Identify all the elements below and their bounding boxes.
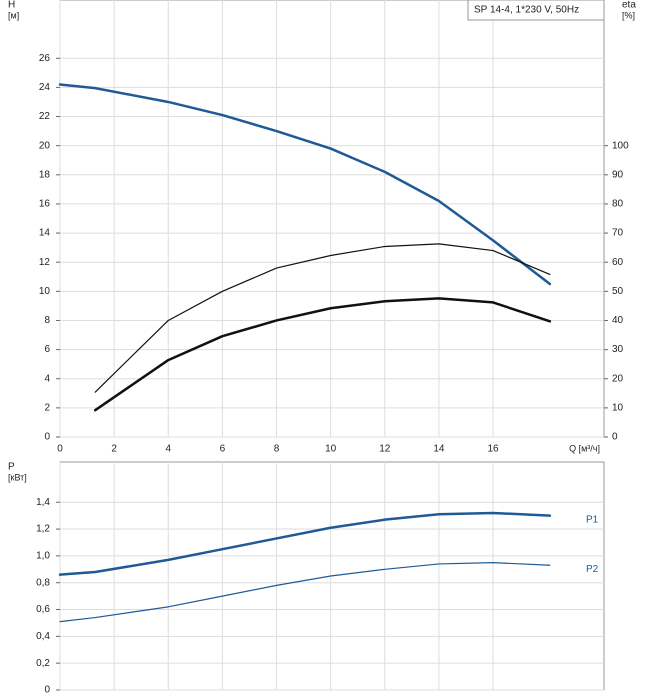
y2-tick-label: 80 (612, 199, 624, 210)
y-tick-label: 6 (44, 344, 50, 355)
y2-tick-label: 40 (612, 315, 624, 326)
x-tick-label: 12 (379, 444, 391, 455)
y-tick-label: 18 (39, 169, 51, 180)
y-tick-label: 20 (39, 140, 51, 151)
series-line (58, 511, 552, 576)
y-tick-label: 0 (44, 685, 50, 696)
y2-tick-label: 70 (612, 228, 624, 239)
y-tick-label: 0 (44, 432, 50, 443)
y-tick-label: 26 (39, 53, 51, 64)
y-tick-label: 14 (39, 228, 51, 239)
x-tick-label: 2 (111, 444, 117, 455)
y-tick-label: 4 (44, 373, 50, 384)
y2-tick-label: 30 (612, 344, 624, 355)
y-axis-label: P (8, 462, 15, 473)
y-tick-label: 0,6 (36, 604, 50, 615)
x-axis-label: Q [м³/ч] (569, 443, 600, 453)
series-line (59, 561, 551, 623)
y-tick-label: 8 (44, 315, 50, 326)
series-label: P1 (586, 514, 599, 525)
x-tick-label: 8 (274, 444, 280, 455)
y2-tick-label: 10 (612, 403, 624, 414)
x-tick-label: 0 (57, 444, 63, 455)
y-tick-label: 2 (44, 403, 50, 414)
y2-tick-label: 100 (612, 140, 629, 151)
y-tick-label: 22 (39, 111, 51, 122)
x-tick-label: 10 (325, 444, 337, 455)
y-tick-label: 1,0 (36, 551, 50, 562)
x-tick-label: 16 (487, 444, 499, 455)
y-tick-label: 0,4 (36, 631, 50, 642)
annotation-box (467, 0, 605, 21)
y2-tick-label: 50 (612, 286, 624, 297)
y2-axis-label: eta (622, 0, 636, 11)
series-line (93, 297, 552, 412)
series-line (94, 243, 551, 393)
x-tick-label: 4 (165, 444, 171, 455)
y-tick-label: 1,4 (36, 497, 50, 508)
annotation: SP 14-4, 1*230 V, 50Hz (474, 5, 579, 16)
plot-area (59, 0, 605, 438)
y-axis-label: H (8, 0, 15, 11)
y-axis-label: [м] (8, 10, 19, 20)
y-tick-label: 24 (39, 82, 51, 93)
y2-axis-label: [%] (622, 10, 635, 20)
x-tick-label: 6 (220, 444, 226, 455)
series-line (58, 83, 552, 286)
y-tick-label: 1,2 (36, 524, 50, 535)
y2-tick-label: 0 (612, 432, 618, 443)
series-label: P2 (586, 564, 599, 575)
x-tick-label: 14 (433, 444, 445, 455)
y-axis-label: [кВт] (8, 472, 27, 482)
y2-tick-label: 60 (612, 257, 624, 268)
y-tick-label: 10 (39, 286, 51, 297)
y-tick-label: 12 (39, 257, 51, 268)
y-tick-label: 16 (39, 199, 51, 210)
y-tick-label: 0,2 (36, 658, 50, 669)
y2-tick-label: 20 (612, 373, 624, 384)
y-tick-label: 0,8 (36, 577, 50, 588)
y2-tick-label: 90 (612, 169, 624, 180)
